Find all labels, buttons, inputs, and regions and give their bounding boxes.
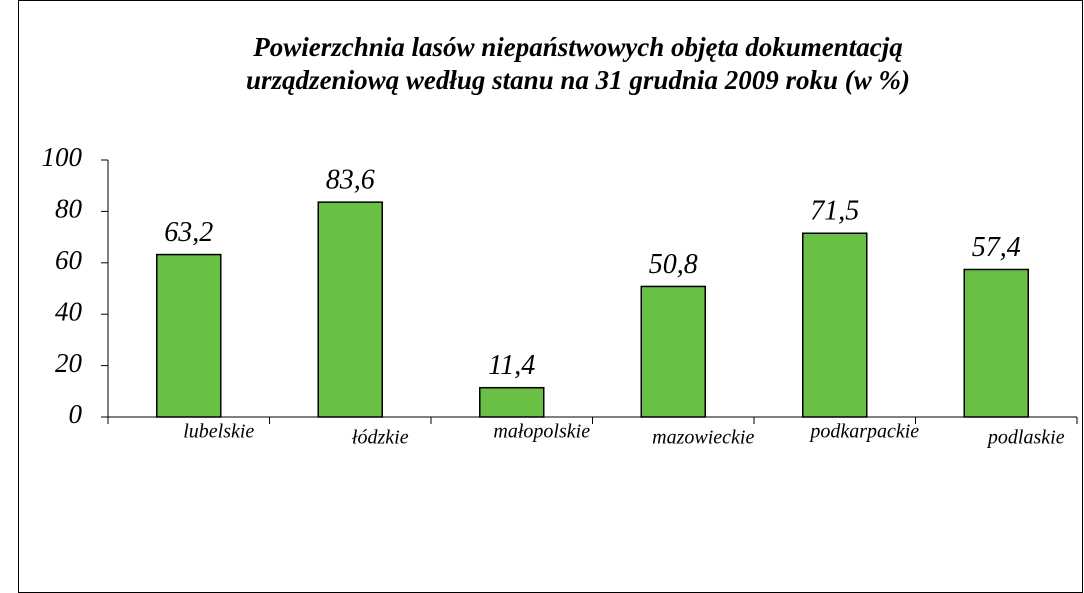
bar	[479, 386, 545, 418]
x-tick-label: podkarpackie	[808, 421, 919, 443]
chart-title: urządzeniową według stanu na 31 grudnia …	[246, 65, 910, 95]
value-label: 71,5	[810, 196, 859, 227]
x-tick-label: mazowieckie	[652, 427, 754, 449]
x-tick-label: lubelskie	[183, 421, 254, 443]
x-tick-label: małopolskie	[493, 421, 590, 443]
chart-title: Powierzchnia lasów niepaństwowych objęta…	[252, 32, 903, 62]
y-tick-label: 80	[55, 194, 83, 224]
y-tick-label: 40	[55, 296, 83, 326]
value-label: 57,4	[972, 232, 1021, 263]
y-tick-label: 100	[42, 142, 83, 172]
value-label: 83,6	[326, 165, 375, 196]
x-tick-label: łódzkie	[352, 427, 409, 449]
bar	[640, 285, 706, 418]
bar	[802, 232, 868, 418]
value-label: 11,4	[488, 350, 535, 381]
bar	[317, 201, 383, 418]
x-tick-label: podlaskie	[986, 427, 1065, 449]
y-tick-label: 20	[55, 348, 83, 378]
value-label: 50,8	[649, 249, 698, 280]
bar	[963, 268, 1029, 418]
value-label: 63,2	[164, 217, 213, 248]
bar	[156, 253, 222, 418]
y-tick-label: 0	[69, 399, 83, 429]
y-tick-label: 60	[55, 245, 83, 275]
